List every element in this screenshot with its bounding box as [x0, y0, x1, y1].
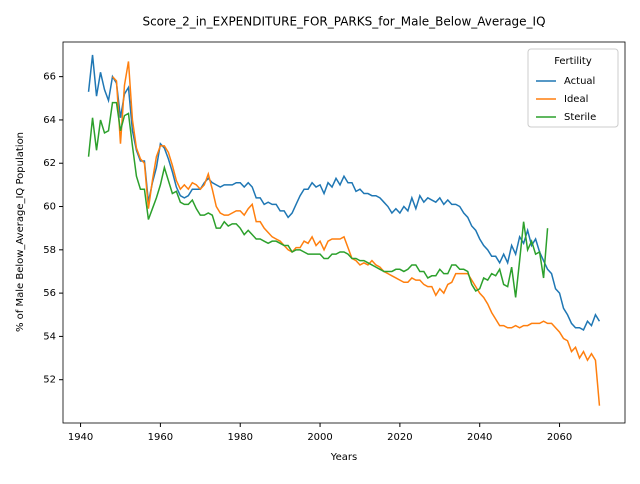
x-tick-label: 2040 — [467, 432, 492, 443]
y-tick-label: 60 — [43, 202, 56, 213]
legend-label: Sterile — [564, 112, 596, 123]
y-tick-label: 64 — [43, 115, 56, 126]
y-tick-label: 54 — [43, 331, 56, 342]
x-tick-label: 2000 — [307, 432, 332, 443]
y-axis-label: % of Male Below_Average_IQ Population — [15, 132, 26, 332]
series-line — [87, 54, 601, 331]
y-tick-label: 66 — [43, 72, 56, 83]
x-tick-label: 2060 — [547, 432, 572, 443]
series-line — [87, 101, 549, 298]
x-tick-label: 1960 — [148, 432, 173, 443]
x-axis-label: Years — [330, 452, 357, 463]
y-tick-label: 56 — [43, 288, 56, 299]
y-tick-label: 62 — [43, 158, 56, 169]
chart-title: Score_2_in_EXPENDITURE_FOR_PARKS_for_Mal… — [142, 15, 545, 29]
legend-label: Actual — [564, 76, 595, 87]
x-tick-label: 1940 — [68, 432, 93, 443]
legend-box — [527, 48, 619, 128]
series-line — [111, 61, 601, 406]
y-tick-label: 52 — [43, 375, 56, 386]
plot-frame — [62, 41, 626, 424]
x-tick-label: 2020 — [387, 432, 412, 443]
y-tick-label: 58 — [43, 245, 56, 256]
legend-title: Fertility — [554, 56, 592, 67]
legend-label: Ideal — [564, 94, 588, 105]
x-tick-label: 1980 — [227, 432, 252, 443]
